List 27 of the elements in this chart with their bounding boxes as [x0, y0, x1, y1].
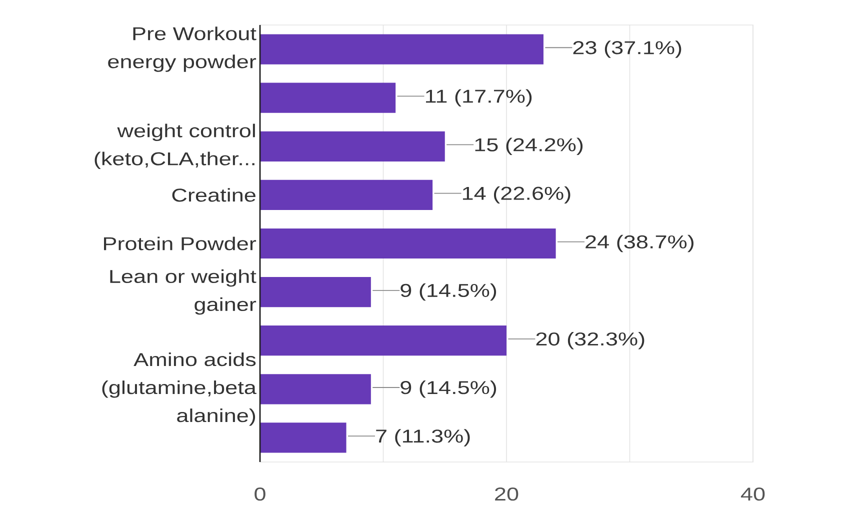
y-tick-label: weight control (keto,CLA,ther... — [94, 124, 255, 169]
data-label: 11 (17.7%) — [426, 89, 532, 106]
bar — [260, 34, 544, 64]
data-label: 23 (37.1%) — [573, 40, 682, 58]
data-label: 20 (32.3%) — [536, 332, 644, 350]
bar — [260, 277, 371, 308]
bar — [260, 180, 433, 210]
y-tick-label: Creatine — [172, 188, 256, 202]
bar — [260, 82, 396, 113]
data-label: 14 (22.6%) — [462, 186, 570, 204]
x-tick-label: 0 — [254, 488, 266, 501]
bar — [260, 228, 556, 259]
data-label: 15 (24.2%) — [475, 138, 583, 156]
x-tick-label: 40 — [740, 488, 765, 501]
data-label: 9 (14.5%) — [400, 380, 496, 398]
bar — [260, 326, 506, 356]
x-tick-label: 20 — [495, 488, 518, 501]
bar — [260, 131, 445, 162]
bar — [260, 374, 371, 404]
y-tick-label: Amino acids (glutamine,beta alanine) — [102, 352, 256, 426]
data-label: 7 (11.3%) — [376, 429, 470, 446]
y-tick-label: Pre Workout energy powder — [108, 26, 256, 72]
bar — [260, 422, 346, 453]
y-tick-label: Protein Powder — [104, 236, 256, 250]
data-label: 9 (14.5%) — [400, 283, 496, 301]
data-label: 24 (38.7%) — [586, 234, 694, 252]
y-tick-label: Lean or weight gainer — [110, 269, 256, 315]
